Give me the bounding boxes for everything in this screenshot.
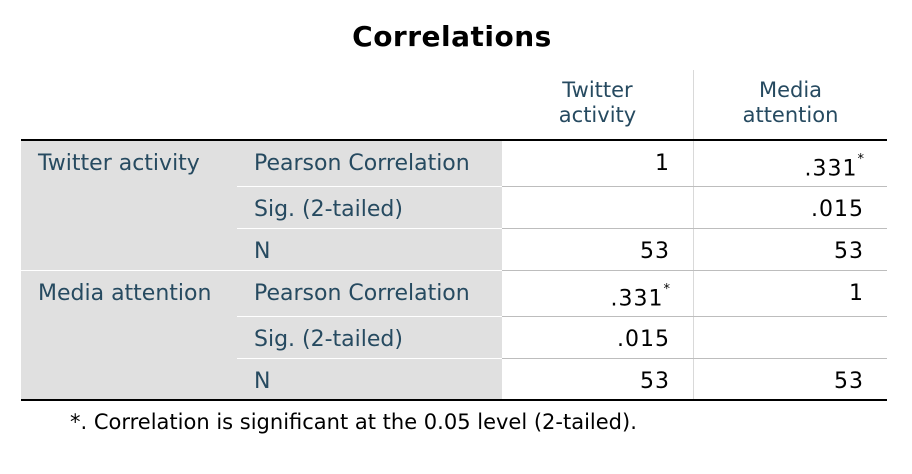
cell-number: .015 — [811, 197, 864, 222]
row-separator — [502, 186, 887, 187]
cell-value: .015 — [617, 327, 670, 353]
column-header-line: Media — [758, 78, 823, 102]
cell-value: .331* — [611, 281, 670, 312]
row-variable-media-attention: Media attention — [38, 281, 212, 306]
column-header-line: activity — [558, 103, 637, 127]
row-separator — [237, 186, 502, 187]
row-separator — [237, 228, 502, 229]
cell-value: 1 — [849, 281, 864, 307]
table-bottom-border — [21, 399, 887, 401]
cell-value: 53 — [640, 369, 670, 395]
cell-value: 53 — [834, 369, 864, 395]
stat-label-sig: Sig. (2-tailed) — [254, 197, 403, 222]
table-top-border — [21, 139, 887, 141]
cell-value: 1 — [655, 151, 670, 177]
significance-mark: * — [663, 282, 671, 297]
column-header-media-attention: Media attention — [694, 78, 887, 128]
cell-number: .331 — [610, 286, 664, 312]
cell-number: 53 — [834, 369, 864, 394]
column-header-line: Twitter — [562, 78, 633, 102]
table-footnote: *. Correlation is significant at the 0.0… — [70, 410, 637, 434]
stat-label-n: N — [254, 239, 271, 264]
stat-label-pearson: Pearson Correlation — [254, 151, 470, 176]
stat-label-pearson: Pearson Correlation — [254, 281, 470, 306]
significance-mark: * — [857, 152, 865, 167]
cell-number: 1 — [655, 151, 670, 176]
cell-value: 53 — [640, 239, 670, 265]
table-title: Correlations — [352, 20, 552, 53]
row-separator — [237, 316, 502, 317]
cell-value: .015 — [811, 197, 864, 223]
group-separator — [502, 270, 887, 271]
group-separator — [21, 270, 502, 271]
cell-number: 53 — [834, 239, 864, 264]
row-separator — [237, 358, 502, 359]
header-column-divider — [693, 70, 694, 140]
stat-label-sig: Sig. (2-tailed) — [254, 327, 403, 352]
row-separator — [502, 358, 887, 359]
cell-number: .015 — [617, 327, 670, 352]
row-separator — [502, 228, 887, 229]
row-variable-twitter-activity: Twitter activity — [38, 151, 200, 176]
cell-value: 53 — [834, 239, 864, 265]
column-header-twitter-activity: Twitter activity — [502, 78, 693, 128]
cell-number: .331 — [804, 156, 858, 182]
cell-number: 1 — [849, 281, 864, 306]
cell-number: 53 — [640, 239, 670, 264]
stat-label-n: N — [254, 369, 271, 394]
column-header-line: attention — [742, 103, 839, 127]
cell-number: 53 — [640, 369, 670, 394]
cell-value: .331* — [805, 151, 864, 182]
row-separator — [502, 316, 887, 317]
